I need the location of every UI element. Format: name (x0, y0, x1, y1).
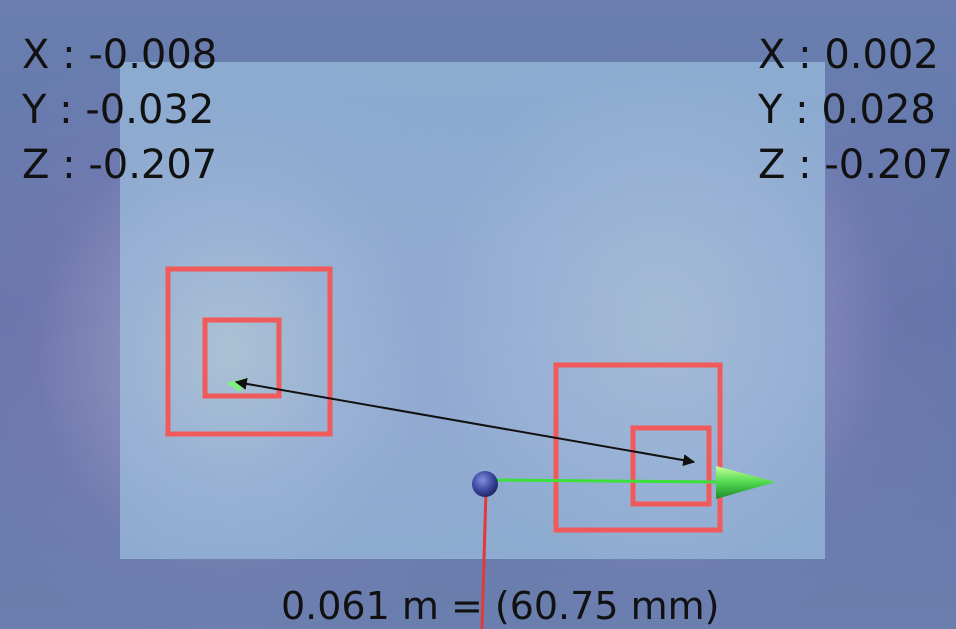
left-point-marker-icon (226, 378, 246, 392)
distance-arrow (234, 377, 696, 467)
right-y-readout: Y : 0.028 (758, 87, 936, 133)
left-x-readout: X : -0.008 (22, 32, 218, 78)
right-inner-marker-box[interactable] (630, 425, 712, 507)
y-axis-line (480, 489, 488, 629)
left-outer-marker-box[interactable] (165, 266, 333, 437)
right-x-readout: X : 0.002 (758, 32, 939, 78)
distance-readout: 0.061 m = (60.75 mm) (281, 584, 720, 628)
x-axis-line (494, 478, 719, 484)
right-z-readout: Z : -0.207 (758, 142, 954, 188)
left-y-readout: Y : -0.032 (22, 87, 215, 133)
left-z-readout: Z : -0.207 (22, 142, 218, 188)
sphere-marker-icon[interactable] (472, 471, 498, 497)
cone-arrow-icon (716, 466, 776, 499)
right-point-coordinates: X : 0.002 Y : 0.028 Z : -0.207 (758, 28, 953, 193)
left-point-coordinates: X : -0.008 Y : -0.032 Z : -0.207 (22, 28, 217, 193)
